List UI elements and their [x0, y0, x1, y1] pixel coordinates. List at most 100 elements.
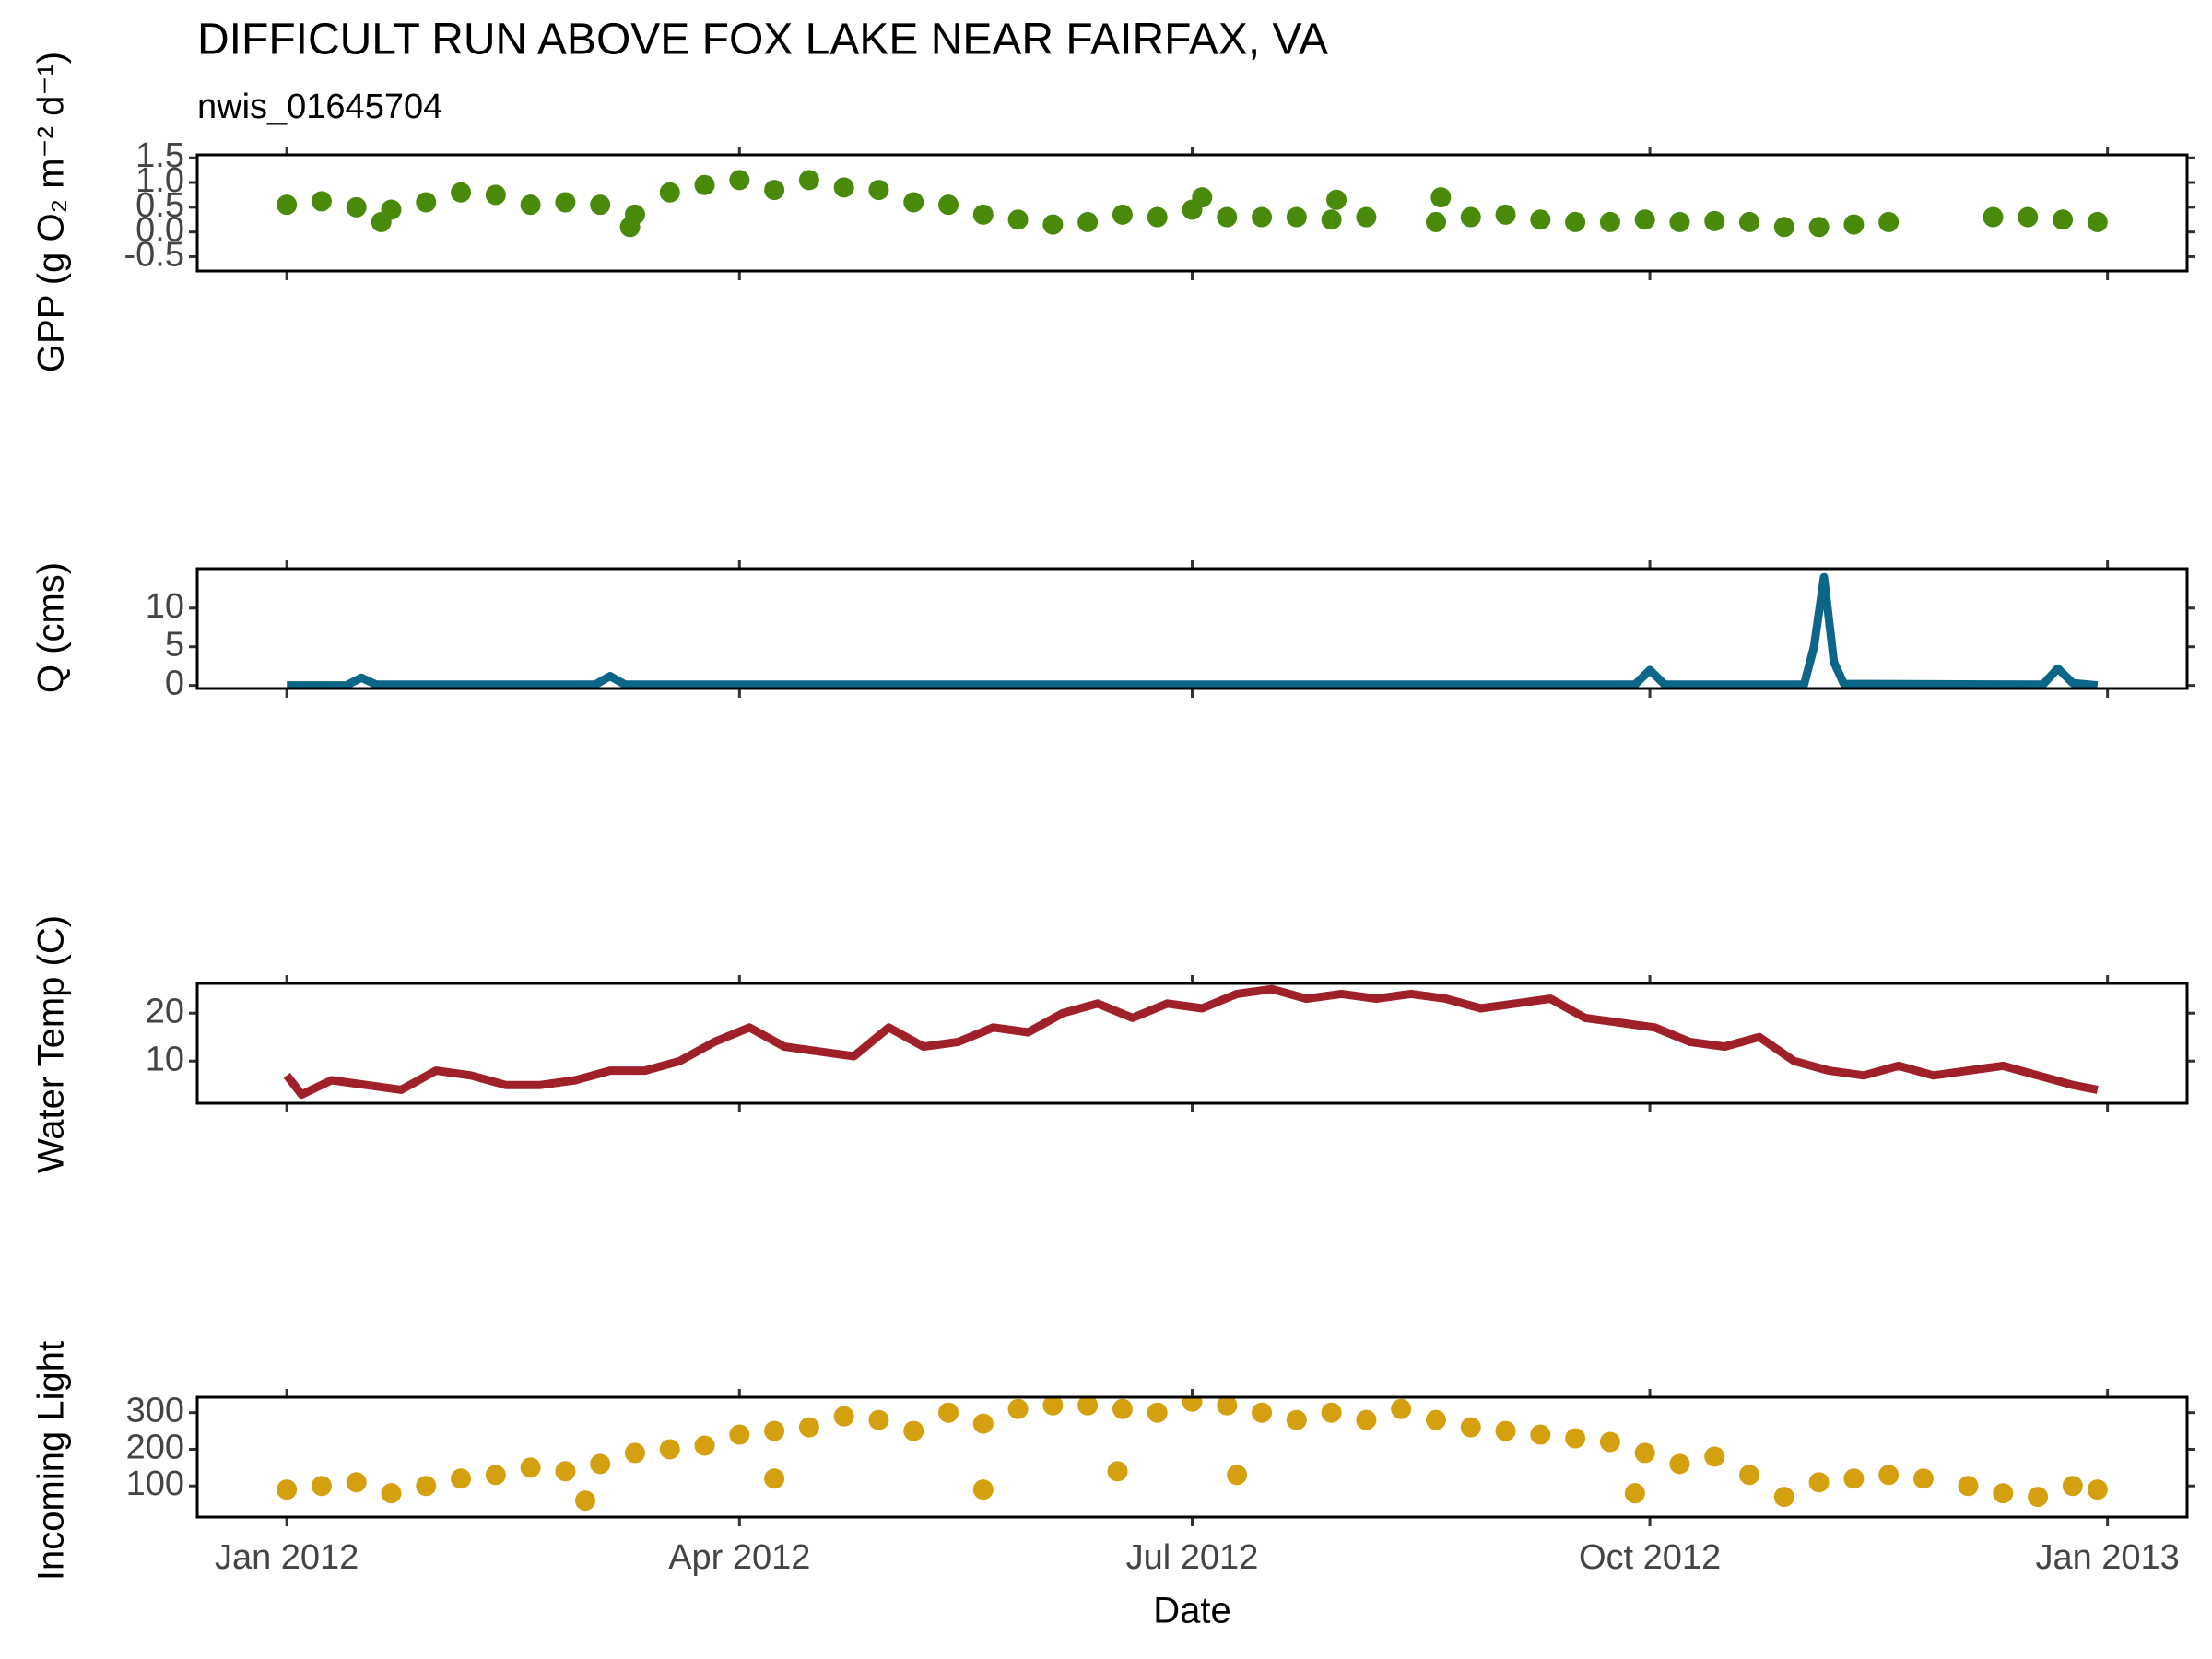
point — [1042, 1397, 1064, 1416]
point — [1286, 1409, 1307, 1430]
panel-border — [195, 153, 2189, 273]
x-tick-label: Jul 2012 — [1126, 1538, 1259, 1577]
point — [1878, 1465, 1900, 1486]
y-tick-label: 100 — [126, 1465, 184, 1503]
point — [1530, 1424, 1551, 1445]
point — [1192, 187, 1213, 208]
point — [1669, 1453, 1690, 1475]
panel-border — [195, 567, 2189, 690]
point — [1843, 1468, 1865, 1489]
point — [346, 196, 367, 218]
point — [1634, 209, 1655, 230]
chart-title: DIFFICULT RUN ABOVE FOX LAKE NEAR FAIRFA… — [197, 16, 1328, 65]
panel-border — [195, 982, 2189, 1105]
point — [1356, 206, 1377, 228]
point — [1182, 1397, 1203, 1412]
point — [1425, 211, 1446, 232]
point — [590, 1453, 611, 1475]
point — [381, 199, 402, 220]
point — [1321, 209, 1342, 230]
point — [575, 1490, 596, 1512]
point — [2087, 1479, 2108, 1500]
point — [2053, 209, 2074, 230]
point — [1391, 1398, 1412, 1419]
point — [1356, 1409, 1377, 1430]
point — [972, 204, 994, 225]
point — [1912, 1468, 1934, 1489]
point — [2087, 211, 2108, 232]
point — [276, 1479, 298, 1500]
point — [1993, 1483, 2014, 1504]
point — [1425, 1409, 1446, 1430]
point — [1007, 209, 1029, 230]
point — [1147, 206, 1168, 228]
point — [624, 204, 645, 225]
y-tick-label: 0.5 — [135, 186, 184, 225]
y-axis-label: Incoming Light — [31, 1341, 72, 1581]
point — [2018, 206, 2039, 228]
point — [1430, 187, 1452, 208]
x-tick-label: Jan 2012 — [215, 1538, 359, 1577]
point — [694, 174, 715, 195]
point — [659, 1439, 680, 1460]
point — [451, 1468, 472, 1489]
chart-subtitle: nwis_01645704 — [197, 88, 442, 126]
point — [764, 180, 785, 201]
point — [729, 1424, 750, 1445]
point — [1217, 1397, 1238, 1416]
y-tick-label: 10 — [146, 587, 184, 626]
point — [764, 1468, 785, 1489]
point — [1460, 206, 1481, 228]
point — [1958, 1476, 1979, 1497]
point — [659, 182, 680, 203]
point — [903, 1420, 924, 1441]
y-tick-label: 0 — [165, 665, 184, 703]
point — [1599, 211, 1620, 232]
point — [972, 1413, 994, 1434]
y-tick-label: 20 — [146, 992, 184, 1030]
point — [1983, 206, 2004, 228]
point — [764, 1420, 785, 1441]
y-tick-label: 5 — [165, 626, 184, 665]
point — [1077, 211, 1099, 232]
point — [2062, 1476, 2083, 1497]
point — [868, 180, 889, 201]
point — [520, 1457, 541, 1478]
x-tick-label: Oct 2012 — [1579, 1538, 1721, 1577]
point — [311, 191, 332, 212]
point — [1773, 1487, 1794, 1508]
point — [1495, 1420, 1516, 1441]
point — [1252, 1402, 1273, 1423]
point — [1704, 1446, 1725, 1467]
point — [729, 170, 750, 191]
y-tick-label: 300 — [126, 1392, 184, 1430]
point — [1042, 214, 1064, 235]
point — [1530, 209, 1551, 230]
point — [1077, 1397, 1099, 1416]
point — [1147, 1402, 1168, 1423]
point — [1227, 1465, 1248, 1486]
point — [381, 1483, 402, 1504]
point — [1808, 1472, 1830, 1493]
point — [555, 1461, 576, 1482]
point — [485, 1465, 506, 1486]
point — [1112, 1398, 1133, 1419]
point — [624, 1442, 645, 1464]
point — [451, 182, 472, 203]
point — [416, 1476, 437, 1497]
point — [1739, 211, 1760, 232]
point — [276, 194, 298, 216]
panel-border — [195, 1395, 2189, 1519]
point — [1286, 206, 1307, 228]
point — [1495, 204, 1516, 225]
y-tick-label: -0.5 — [124, 235, 184, 274]
point — [903, 192, 924, 213]
line — [283, 984, 2099, 1100]
point — [1252, 206, 1273, 228]
x-tick-label: Jan 2013 — [2035, 1538, 2179, 1577]
point — [798, 170, 819, 191]
point — [1599, 1431, 1620, 1453]
point — [1773, 217, 1794, 238]
